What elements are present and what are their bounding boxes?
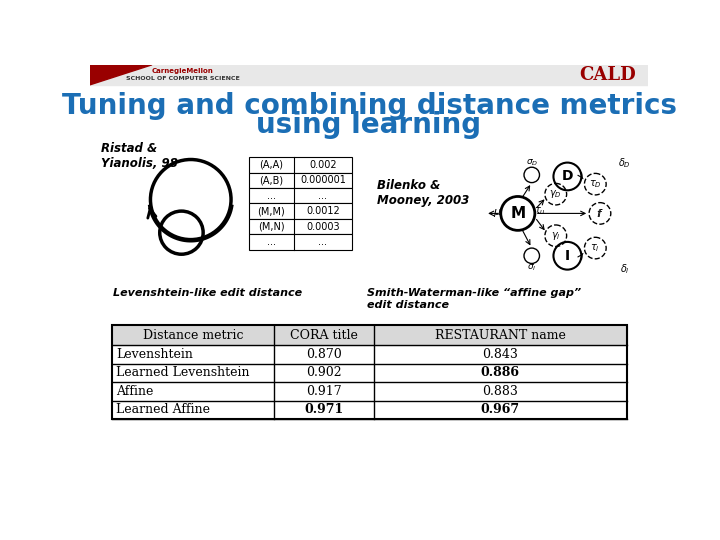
Text: (M,N): (M,N)	[258, 221, 284, 232]
Text: $\tau_l$: $\tau_l$	[590, 242, 600, 254]
Bar	[112, 325, 627, 345]
Text: Levenshtein-like edit distance: Levenshtein-like edit distance	[113, 288, 302, 298]
Text: I: I	[564, 249, 570, 263]
Text: $\gamma_l$: $\gamma_l$	[551, 230, 561, 242]
Text: 0.917: 0.917	[306, 385, 342, 398]
Text: Learned Levenshtein: Learned Levenshtein	[117, 366, 250, 379]
Text: 0.886: 0.886	[481, 366, 520, 379]
Text: $\tau_u$: $\tau_u$	[534, 205, 546, 217]
Text: $\delta_l$: $\delta_l$	[620, 262, 630, 276]
Text: 0.967: 0.967	[481, 403, 520, 416]
Text: 0.883: 0.883	[482, 385, 518, 398]
Text: 0.002: 0.002	[309, 160, 337, 170]
Text: using learning: using learning	[256, 111, 482, 139]
Text: M: M	[510, 206, 526, 221]
Text: RESTAURANT name: RESTAURANT name	[435, 328, 566, 342]
Text: $\gamma_D$: $\gamma_D$	[549, 188, 562, 200]
Bar	[249, 173, 352, 188]
Bar	[249, 188, 352, 204]
Text: Ristad &
Yianolis, 98: Ristad & Yianolis, 98	[101, 142, 178, 170]
Text: (M,M): (M,M)	[258, 206, 285, 216]
Polygon shape	[90, 65, 152, 85]
Text: 0.000001: 0.000001	[300, 176, 346, 185]
Text: $\delta_D$: $\delta_D$	[618, 157, 631, 170]
Text: ...: ...	[318, 191, 328, 201]
Text: Distance metric: Distance metric	[143, 328, 243, 342]
Text: ...: ...	[267, 237, 276, 247]
Bar	[90, 65, 648, 85]
Text: ...: ...	[267, 191, 276, 201]
Text: 0.971: 0.971	[305, 403, 343, 416]
Text: $f\!f$: $f\!f$	[595, 207, 604, 219]
Bar	[249, 219, 352, 234]
Text: ...: ...	[318, 237, 328, 247]
Text: CALD: CALD	[580, 66, 636, 84]
Text: Levenshtein: Levenshtein	[117, 348, 193, 361]
Text: Bilenko &
Mooney, 2003: Bilenko & Mooney, 2003	[377, 179, 469, 207]
Text: D: D	[562, 170, 573, 184]
Text: Affine: Affine	[117, 385, 154, 398]
Text: (A,B): (A,B)	[259, 176, 284, 185]
Text: $\mu$: $\mu$	[493, 207, 502, 219]
Text: $\sigma_D$: $\sigma_D$	[526, 157, 538, 168]
Text: CarnegieMellon: CarnegieMellon	[152, 68, 214, 74]
Text: CORA title: CORA title	[290, 328, 358, 342]
Text: Tuning and combining distance metrics: Tuning and combining distance metrics	[61, 92, 677, 120]
Bar	[249, 204, 352, 219]
Text: 0.870: 0.870	[306, 348, 342, 361]
Text: SCHOOL OF COMPUTER SCIENCE: SCHOOL OF COMPUTER SCIENCE	[126, 76, 240, 81]
Text: Learned Affine: Learned Affine	[117, 403, 210, 416]
Text: $\tau_D$: $\tau_D$	[589, 178, 602, 190]
Text: Smith-Waterman-like “affine gap”
edit distance: Smith-Waterman-like “affine gap” edit di…	[367, 288, 582, 310]
Text: 0.0003: 0.0003	[306, 221, 340, 232]
Text: 0.902: 0.902	[306, 366, 342, 379]
Bar	[112, 325, 627, 419]
Text: 0.0012: 0.0012	[306, 206, 340, 216]
Text: (A,A): (A,A)	[259, 160, 284, 170]
Text: $\sigma_l$: $\sigma_l$	[527, 263, 536, 273]
Bar	[249, 157, 352, 173]
Text: 0.843: 0.843	[482, 348, 518, 361]
Bar	[249, 234, 352, 249]
